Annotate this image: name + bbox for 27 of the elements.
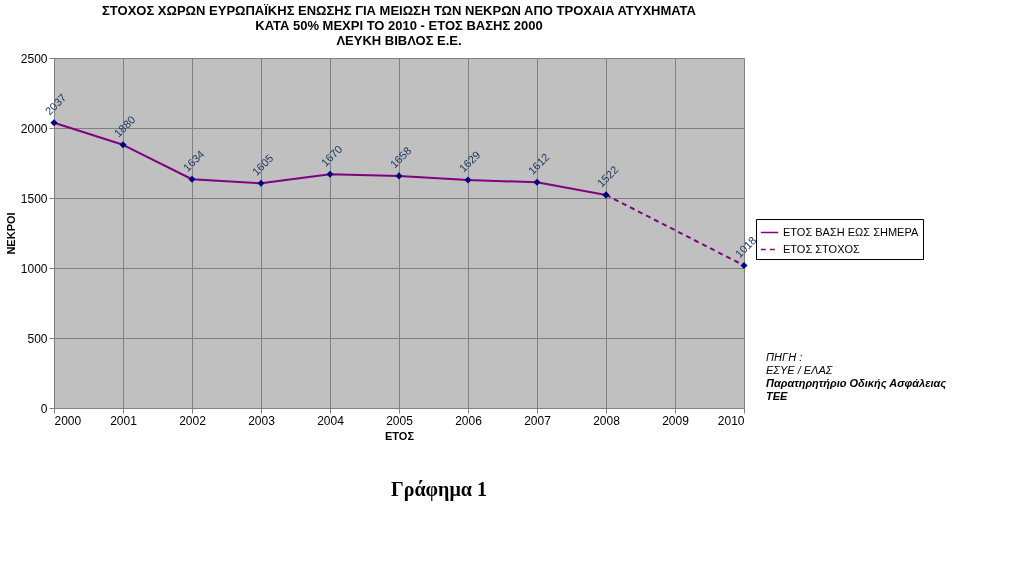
- text: ΤΕΕ: [766, 390, 789, 402]
- y-tick-label: 1500: [20, 191, 48, 206]
- chart-title: ΣΤΟΧΟΣ ΧΩΡΩΝ ΕΥΡΩΠΑΪΚΗΣ ΕΝΩΣΗΣ ΓΙΑ ΜΕΙΩΣΗ ΤΩΝ ΝΕΚΡΩΝ ΑΠΟ ΤΡΟΧΑΙΑ ΑΤΥΧΗΜΑΤΑ ΚΑΤΑ 50% ΜΕΧΡΙ ΤΟ 2010 - ΕΤΟΣ ΒΑΣΗΣ 2000 ΛΕΥΚΗ ΒΙΒΛΟΣ Ε.Ε.: [102, 3, 697, 48]
- y-tick-label: 1000: [20, 261, 48, 276]
- legend-label: ΕΤΟΣ ΒΑΣΗ ΕΩΣ ΣΗΜΕΡΑ: [783, 225, 919, 238]
- text: Παρατηρητήριο Οδικής Ασφάλειας: [766, 377, 947, 390]
- y-tick-label: 500: [27, 331, 48, 346]
- text: ΕΣΥΕ / ΕΛΑΣ: [766, 364, 833, 376]
- x-tick-label: 2004: [317, 413, 345, 428]
- y-tick-label: 0: [40, 401, 48, 416]
- x-tick-label: 2009: [662, 413, 690, 428]
- x-tick-label: 2002: [179, 413, 207, 428]
- y-axis-title: ΝΕΚΡΟΙ: [4, 212, 17, 255]
- x-tick-label: 2008: [593, 413, 621, 428]
- y-tick-label: 2000: [20, 121, 48, 136]
- text: ΠΗΓΗ :: [766, 351, 803, 363]
- text: Γράφημα 1: [391, 478, 487, 501]
- x-tick-label: 2005: [386, 413, 414, 428]
- x-tick-label: 2006: [455, 413, 483, 428]
- x-tick-label: 2000: [54, 413, 82, 428]
- x-tick-label: 2007: [524, 413, 552, 428]
- x-tick-label: 2003: [248, 413, 276, 428]
- x-tick-label: 2010: [717, 413, 745, 428]
- legend-label: ΕΤΟΣ ΣΤΟΧΟΣ: [783, 242, 861, 255]
- x-tick-label: 2001: [110, 413, 138, 428]
- x-axis-title: ΕΤΟΣ: [384, 429, 415, 442]
- y-tick-label: 2500: [20, 51, 48, 66]
